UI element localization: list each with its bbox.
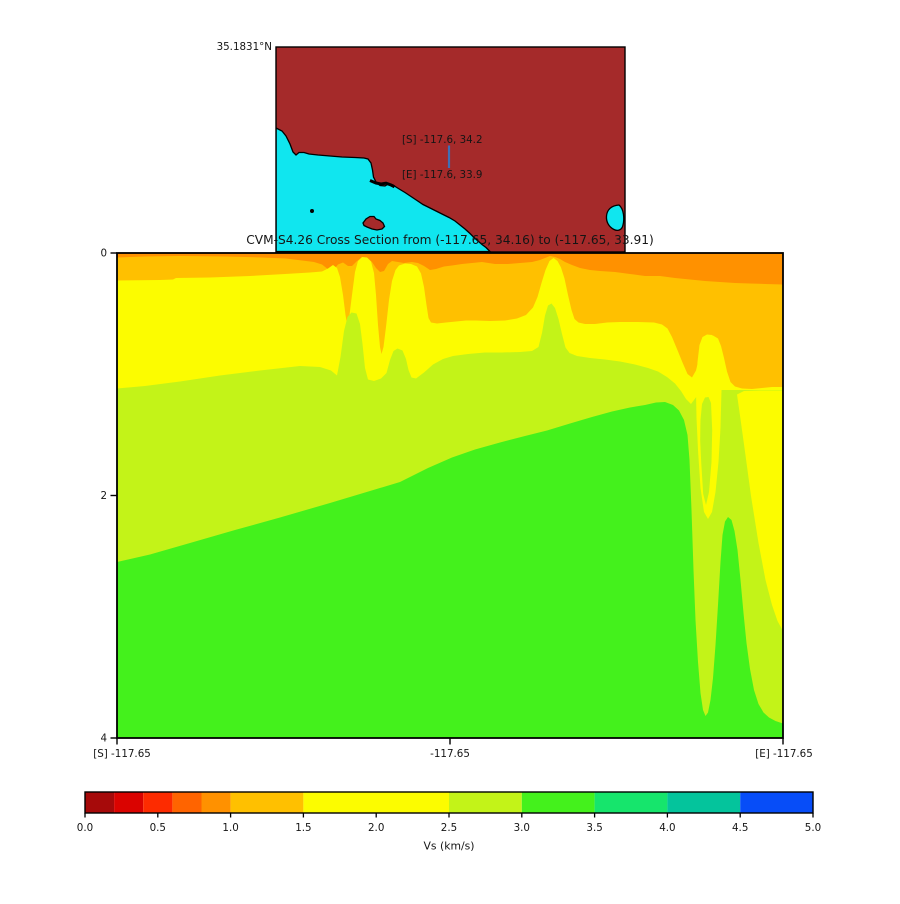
colorbar-tick-label: 0.0 (77, 822, 93, 834)
y-tick-label-4: 4 (100, 733, 107, 745)
colorbar-axis-label: Vs (km/s) (424, 840, 475, 853)
colorbar-tick-label: 1.5 (295, 822, 311, 834)
axis-ticks (110, 252, 784, 745)
colorbar-tick-label: 4.5 (732, 822, 748, 834)
map-islet-dot (310, 209, 314, 213)
colorbar-tick-label: 3.5 (586, 822, 602, 834)
low-velocity-column-a-core (700, 397, 713, 505)
colorbar-segment (594, 792, 668, 813)
colorbar-segment (85, 792, 115, 813)
colorbar-tick-label: 5.0 (805, 822, 821, 834)
colorbar-segment (114, 792, 144, 813)
colorbar-segment (521, 792, 595, 813)
colorbar-segment (740, 792, 813, 813)
y-tick-label-0: 0 (100, 248, 107, 260)
colorbar-segment (303, 792, 449, 813)
x-tick-label-end: [E] -117.65 (755, 748, 813, 760)
colorbar-tick-label: 2.5 (441, 822, 457, 834)
map-inland-sea (605, 204, 625, 231)
map-start-point-label: [S] -117.6, 34.2 (402, 134, 483, 146)
colorbar-segment (230, 792, 304, 813)
colorbar-segment (201, 792, 231, 813)
colorbar-ticks (84, 813, 814, 818)
colorbar-segment (667, 792, 741, 813)
colorbar-segment (172, 792, 202, 813)
low-velocity-column-b-yellow (737, 390, 783, 631)
y-tick-label-2: 2 (100, 490, 107, 502)
colorbar-segment (449, 792, 522, 813)
colorbar-tick-label: 0.5 (150, 822, 166, 834)
map-inset: 35.1831°N [S] -117.6, 34.2 [E] -117.6, 3… (217, 41, 626, 253)
map-island (362, 215, 386, 231)
map-end-point-label: [E] -117.6, 33.9 (402, 169, 482, 181)
map-frame (275, 46, 626, 253)
colorbar-tick-label: 1.0 (222, 822, 238, 834)
map-harbor-shoreline (369, 179, 396, 189)
colorbar-segment (143, 792, 173, 813)
colorbar: 0.0 0.5 1.0 1.5 2.0 2.5 3.0 3.5 4.0 4.5 … (77, 791, 821, 853)
colorbar-tick-label: 2.0 (368, 822, 384, 834)
colorbar-tick-label: 4.0 (659, 822, 675, 834)
map-latitude-label: 35.1831°N (217, 41, 272, 53)
x-tick-label-start: [S] -117.65 (93, 748, 151, 760)
layer-vs-0.8-1.0-surface-band (117, 253, 783, 285)
x-tick-label-mid: -117.65 (430, 748, 470, 760)
plot-title: CVM-S4.26 Cross Section from (-117.65, 3… (246, 233, 654, 247)
cross-section-plot-area (117, 253, 783, 738)
colorbar-tick-label: 3.0 (514, 822, 530, 834)
layer-vs-3.0-3.5-basement (117, 402, 783, 738)
